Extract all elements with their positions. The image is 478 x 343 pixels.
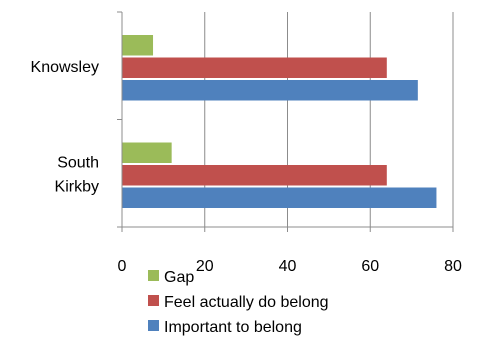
legend-swatch-feel-actually-do-belong xyxy=(148,295,159,306)
legend-swatch-important-to-belong xyxy=(148,320,159,331)
legend: Gap Feel actually do belong Important to b… xyxy=(148,269,329,336)
axes xyxy=(117,11,454,232)
x-tick-labels: 0 20 40 60 80 xyxy=(118,258,462,275)
x-tick-label-20: 20 xyxy=(196,258,214,275)
bars xyxy=(122,35,437,208)
legend-swatch-gap xyxy=(148,270,159,281)
legend-label-gap: Gap xyxy=(164,269,194,286)
x-tick-label-0: 0 xyxy=(118,258,127,275)
bar-feel-actually-do-belong-knowsley xyxy=(122,57,387,78)
bar-gap-knowsley xyxy=(122,35,154,56)
category-label-south-kirkby: South Kirkby xyxy=(55,154,99,195)
bar-feel-actually-do-belong-south-kirkby xyxy=(122,165,387,186)
x-tick-label-40: 40 xyxy=(279,258,297,275)
bar-important-to-belong-knowsley xyxy=(122,80,418,101)
bar-gap-south-kirkby xyxy=(122,142,172,163)
x-tick-label-60: 60 xyxy=(361,258,379,275)
category-labels: Knowsley South Kirkby xyxy=(31,59,99,196)
category-label-knowsley: Knowsley xyxy=(31,59,99,76)
legend-label-important-to-belong: Important to belong xyxy=(164,319,302,336)
legend-label-feel-actually-do-belong: Feel actually do belong xyxy=(164,294,329,311)
bar-important-to-belong-south-kirkby xyxy=(122,187,437,208)
x-tick-label-80: 80 xyxy=(444,258,462,275)
